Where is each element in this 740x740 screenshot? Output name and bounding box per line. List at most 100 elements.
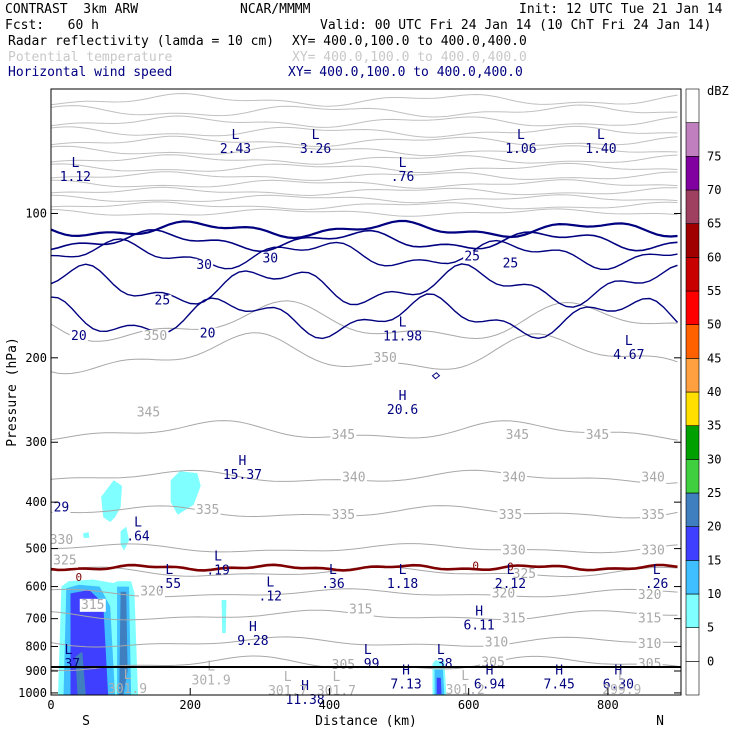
x-tick-label: 0 <box>47 698 54 712</box>
theta-label-bg <box>372 351 399 365</box>
extremum-value: .26 <box>645 577 668 592</box>
forecast-hour: Fcst: 60 h <box>5 18 99 33</box>
end-label-south: S <box>82 714 90 729</box>
wind-label: 30 <box>262 251 278 266</box>
theta-label-bg <box>497 508 524 522</box>
wind-label: 25 <box>503 256 519 271</box>
extremum-value: 4.67 <box>613 348 644 363</box>
theta-label-bg <box>504 429 531 443</box>
theta-label: 330 <box>641 544 664 559</box>
theta-label-bg <box>142 329 169 343</box>
theta-label-bg <box>640 471 667 485</box>
extremum-value: 1.12 <box>60 170 91 185</box>
reflectivity-zero-label: 0 <box>472 559 479 572</box>
theta-line-4 <box>51 505 678 519</box>
theta-label-bg <box>135 406 162 420</box>
extremum-letter: L <box>399 315 407 330</box>
theta-extremum-letter: L <box>618 669 626 684</box>
end-label-north: N <box>656 714 664 729</box>
x-tick-label: 200 <box>179 698 201 712</box>
reflectivity-cell-8 <box>120 526 129 551</box>
theta-extremum-letter: L <box>333 670 341 685</box>
extremum-value: .36 <box>321 577 344 592</box>
theta-label: 330 <box>502 544 525 559</box>
colorbar-segment <box>685 593 700 628</box>
extremum-value: .19 <box>206 564 229 579</box>
theta-label-bg <box>500 612 527 626</box>
wind-max-contour <box>431 372 441 380</box>
colorbar-tick-label: 15 <box>707 553 721 567</box>
y-tick-label: 100 <box>25 206 47 220</box>
theta-label: 305 <box>638 657 661 672</box>
extremum-letter: L <box>507 563 515 578</box>
colorbar-segment <box>685 324 700 359</box>
colorbar-tick-label: 70 <box>707 183 721 197</box>
y-tick-label: 500 <box>25 542 47 556</box>
field-potential-temperature-xy: XY= 400.0,100.0 to 400.0,400.0 <box>292 50 527 65</box>
colorbar-segment <box>685 627 700 662</box>
theta-label-bg <box>138 585 165 599</box>
colorbar-segment <box>685 88 700 123</box>
wind-label: 29 <box>54 500 70 515</box>
extremum-value: 1.06 <box>505 142 536 157</box>
theta-label: 330 <box>50 533 73 548</box>
theta-label: 345 <box>586 428 609 443</box>
x-axis-label: Distance (km) <box>315 714 417 729</box>
y-tick-label: 900 <box>25 664 47 678</box>
colorbar-segment <box>685 661 700 696</box>
wind-contour-3 <box>51 263 678 308</box>
colorbar-tick-label: 65 <box>707 217 721 231</box>
extremum-letter: H <box>402 663 410 678</box>
theta-line-upper <box>51 145 678 157</box>
extremum-value: 15.37 <box>223 468 262 483</box>
y-tick-label: 300 <box>25 435 47 449</box>
colorbar-segment <box>685 492 700 527</box>
colorbar-segment <box>685 425 700 460</box>
extremum-value: 7.13 <box>390 677 421 692</box>
reflectivity-cell-11 <box>221 600 227 633</box>
extremum-letter: H <box>614 663 622 678</box>
theta-extremum-value: 301.2 <box>446 683 485 698</box>
reflectivity-cell-6 <box>75 651 86 695</box>
theta-label: 335 <box>499 508 522 523</box>
wind-label: 25 <box>464 250 480 265</box>
extremum-letter: L <box>399 563 407 578</box>
wind-label-bg <box>69 329 88 343</box>
colorbar-tick-label: 5 <box>707 621 714 635</box>
theta-label-bg <box>340 471 367 485</box>
theta-label-bg <box>640 508 667 522</box>
theta-label-bg <box>636 589 663 603</box>
extremum-letter: L <box>64 643 72 658</box>
theta-label: 340 <box>641 470 664 485</box>
theta-line-upper <box>51 154 678 165</box>
plot-area: 350 350 345 345 345 345 340 340 340 335 335 335 335 3… <box>5 88 682 729</box>
extremum-value: 9.28 <box>237 634 268 649</box>
wind-contour-1 <box>51 229 678 253</box>
extremum-value: 7.45 <box>544 677 575 692</box>
field-reflectivity: Radar reflectivity (lamda = 10 cm) <box>8 34 275 49</box>
extremum-letter: L <box>597 128 605 143</box>
colorbar-tick-label: 55 <box>707 284 721 298</box>
colorbar-segment <box>685 526 700 561</box>
theta-label-bg <box>584 429 611 443</box>
theta-label-bg <box>511 568 538 582</box>
colorbar-tick-label: 45 <box>707 351 721 365</box>
x-tick-label: 400 <box>319 698 341 712</box>
y-tick-label: 800 <box>25 639 47 653</box>
extremum-letter: L <box>134 516 142 531</box>
colorbar-tick-label: 35 <box>707 419 721 433</box>
extremum-value: 11.98 <box>383 329 422 344</box>
extremum-value: .12 <box>259 590 282 605</box>
y-tick-label: 200 <box>25 351 47 365</box>
extremum-letter: L <box>364 643 372 658</box>
wind-label: 20 <box>71 329 87 344</box>
extremum-value: 2.12 <box>495 577 526 592</box>
theta-label: 315 <box>502 612 525 627</box>
wind-label: 30 <box>196 258 212 273</box>
theta-label: 315 <box>81 598 104 613</box>
reflectivity-cell-10 <box>170 471 201 515</box>
extremum-value: .76 <box>391 170 414 185</box>
extremum-value: 20.6 <box>387 403 418 418</box>
extremum-letter: H <box>249 620 257 635</box>
theta-label: 345 <box>332 428 355 443</box>
